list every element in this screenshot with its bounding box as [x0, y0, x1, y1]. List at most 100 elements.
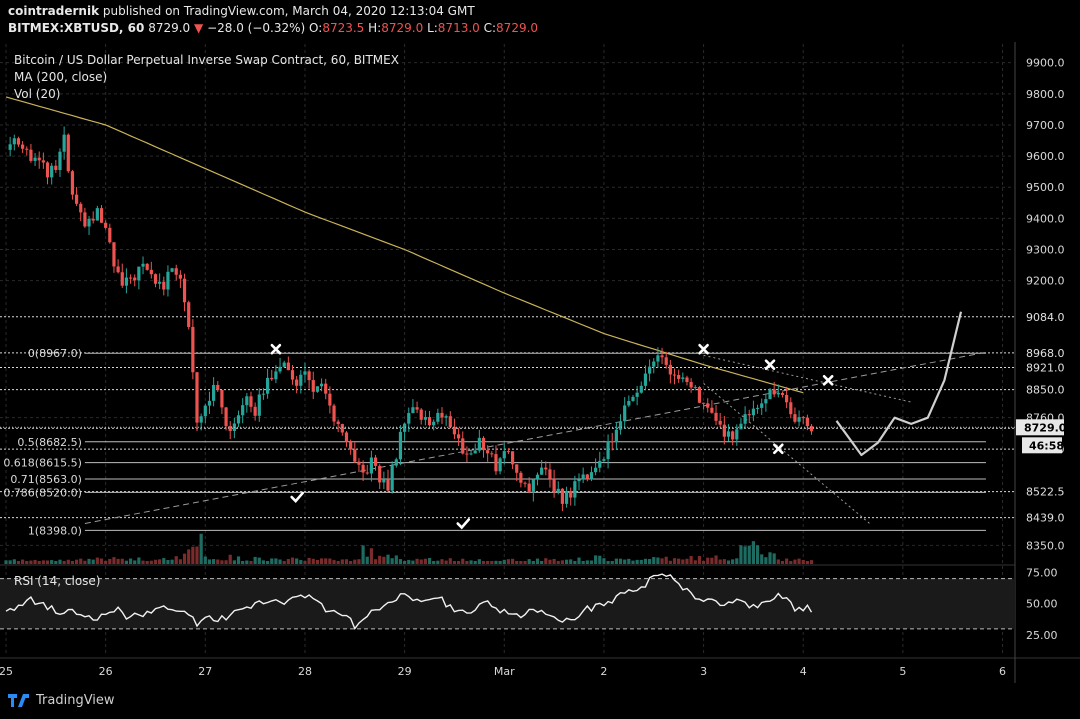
- candle-body: [573, 481, 577, 498]
- volume-bar: [8, 560, 12, 564]
- time-axis-label: Mar: [494, 665, 515, 678]
- volume-bar: [403, 560, 407, 564]
- candle-body: [62, 134, 66, 152]
- candle-body: [444, 416, 448, 418]
- volume-bar: [369, 548, 373, 564]
- volume-bar: [697, 556, 702, 564]
- candle-body: [581, 474, 585, 480]
- volume-bar: [527, 559, 531, 564]
- candle-body: [108, 227, 112, 243]
- candle-body: [182, 278, 187, 303]
- time-axis-label: 26: [99, 665, 113, 678]
- volume-bar: [656, 557, 660, 564]
- volume-bar: [182, 553, 187, 564]
- volume-bar: [141, 560, 145, 564]
- high-label: H:: [368, 21, 382, 35]
- volume-bar: [328, 558, 332, 564]
- volume-bar: [473, 561, 477, 564]
- candle-body: [768, 389, 772, 400]
- level-axis-label: 8439.0: [1026, 512, 1065, 525]
- candle-body: [212, 384, 216, 401]
- volume-bar: [357, 559, 361, 564]
- candle-body: [25, 148, 29, 150]
- volume-bar: [25, 561, 29, 564]
- candle-body: [54, 165, 58, 170]
- volume-bar: [116, 558, 120, 564]
- candle-body: [369, 457, 373, 474]
- candle-body: [207, 400, 212, 406]
- candle-body: [37, 157, 41, 161]
- time-axis-label: 25: [0, 665, 13, 678]
- volume-bar: [797, 558, 801, 564]
- volume-bar: [74, 559, 79, 564]
- volume-bar: [739, 545, 743, 564]
- candle-body: [664, 357, 668, 365]
- candle-body: [564, 491, 569, 504]
- fib-level-label: 0.5(8682.5): [17, 436, 82, 449]
- volume-bar: [560, 560, 565, 564]
- volume-bar: [236, 556, 241, 564]
- candle-body: [623, 405, 627, 422]
- volume-bar: [614, 558, 618, 564]
- tradingview-logo[interactable]: TradingView: [8, 692, 115, 708]
- level-label-bg: [1020, 510, 1066, 525]
- author-name[interactable]: cointradernik: [8, 4, 100, 18]
- candle-body: [668, 364, 672, 375]
- close-label: C:: [483, 21, 497, 35]
- volume-bar: [29, 560, 33, 564]
- candle-body: [398, 431, 403, 460]
- volume-bar: [785, 558, 789, 564]
- level-label-bg: [1020, 382, 1066, 397]
- candle-body: [809, 426, 814, 432]
- volume-bar: [282, 561, 286, 564]
- price-change: −28.0 (−0.32%): [207, 21, 306, 35]
- price-axis-label: 8350.0: [1026, 539, 1065, 552]
- candle-body: [236, 415, 241, 424]
- symbol-label[interactable]: BITMEX:XBTUSD, 60: [8, 21, 145, 35]
- candle-body: [332, 405, 336, 422]
- volume-bar: [461, 558, 465, 564]
- fib-level-label: 0(8967.0): [28, 347, 82, 360]
- candle-body: [660, 355, 664, 358]
- candle-body: [228, 426, 232, 431]
- candle-body: [631, 396, 635, 401]
- volume-bar: [465, 561, 469, 564]
- candle-body: [548, 469, 552, 479]
- volume-bar: [104, 561, 108, 564]
- candle-body: [764, 399, 768, 404]
- volume-bar: [577, 557, 581, 564]
- volume-bar: [87, 558, 91, 564]
- volume-bar: [573, 561, 577, 564]
- candle-body: [274, 371, 278, 380]
- volume-bar: [66, 559, 70, 564]
- volume-bar: [95, 557, 99, 564]
- volume-bar: [523, 561, 527, 564]
- candle-body: [319, 383, 324, 387]
- rsi-line: [5, 573, 813, 631]
- candle-body: [677, 375, 681, 379]
- volume-bar: [373, 559, 378, 564]
- volume-bar: [486, 561, 490, 564]
- volume-bar: [498, 561, 502, 564]
- candle-body: [747, 414, 751, 416]
- volume-bar: [606, 561, 610, 564]
- candle-body: [776, 392, 780, 395]
- candle-body: [137, 266, 141, 281]
- volume-bar: [677, 558, 681, 564]
- volume-bar: [50, 560, 54, 564]
- candle-body: [340, 424, 344, 433]
- candle-body: [290, 370, 295, 380]
- candle-body: [253, 406, 257, 416]
- candle-body: [249, 396, 253, 407]
- fib-level-label: 1(8398.0): [28, 524, 82, 537]
- volume-bar: [477, 559, 481, 564]
- candle-body: [494, 454, 498, 472]
- candle-body: [29, 149, 33, 161]
- volume-bar: [747, 545, 751, 564]
- volume-bar: [751, 541, 756, 564]
- volume-bar: [286, 559, 290, 564]
- volume-bar: [398, 559, 403, 564]
- volume-bar: [780, 561, 785, 564]
- candle-body: [469, 453, 473, 455]
